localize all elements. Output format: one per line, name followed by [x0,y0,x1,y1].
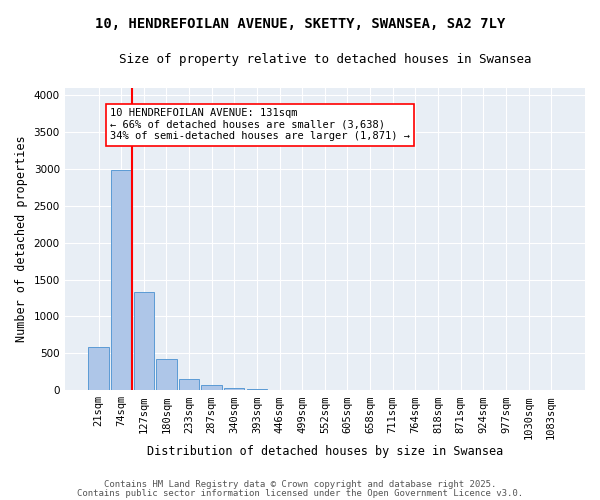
X-axis label: Distribution of detached houses by size in Swansea: Distribution of detached houses by size … [147,444,503,458]
Text: Contains HM Land Registry data © Crown copyright and database right 2025.: Contains HM Land Registry data © Crown c… [104,480,496,489]
Bar [247,389,267,390]
Text: 10 HENDREFOILAN AVENUE: 131sqm
← 66% of detached houses are smaller (3,638)
34% : 10 HENDREFOILAN AVENUE: 131sqm ← 66% of … [110,108,410,142]
Bar [134,292,154,390]
Text: 10, HENDREFOILAN AVENUE, SKETTY, SWANSEA, SA2 7LY: 10, HENDREFOILAN AVENUE, SKETTY, SWANSEA… [95,18,505,32]
Bar [224,388,244,390]
Bar [202,385,222,390]
Bar [88,348,109,391]
Bar [111,170,131,390]
Text: Contains public sector information licensed under the Open Government Licence v3: Contains public sector information licen… [77,489,523,498]
Bar [179,379,199,390]
Bar [156,358,176,390]
Title: Size of property relative to detached houses in Swansea: Size of property relative to detached ho… [119,52,531,66]
Y-axis label: Number of detached properties: Number of detached properties [15,136,28,342]
